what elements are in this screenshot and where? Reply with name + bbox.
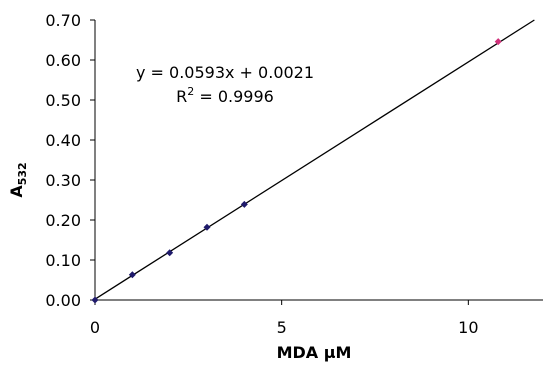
data-points — [91, 38, 502, 304]
y-tick-label: 0.00 — [45, 291, 81, 310]
trendline — [94, 19, 535, 300]
data-point — [91, 296, 99, 304]
data-point — [166, 249, 174, 257]
data-point — [203, 223, 211, 231]
y-axis-title: A532 — [7, 162, 29, 197]
x-axis-ticks: 0 5 10 — [90, 300, 479, 337]
y-tick-label: 0.50 — [45, 91, 81, 110]
x-axis-title: MDA µM — [277, 343, 352, 362]
trendline-equation: y = 0.0593x + 0.0021 — [136, 63, 314, 82]
data-point — [240, 200, 248, 208]
y-tick-label: 0.30 — [45, 171, 81, 190]
axes — [94, 20, 543, 301]
y-tick-label: 0.20 — [45, 211, 81, 230]
y-tick-label: 0.10 — [45, 251, 81, 270]
data-point — [494, 38, 502, 46]
y-tick-label: 0.60 — [45, 51, 81, 70]
x-tick-label: 5 — [277, 318, 287, 337]
x-tick-label: 10 — [458, 318, 478, 337]
y-tick-label: 0.70 — [45, 11, 81, 30]
x-tick-label: 0 — [90, 318, 100, 337]
r-squared-label: R2 = 0.9996 — [176, 85, 274, 106]
y-tick-label: 0.40 — [45, 131, 81, 150]
data-point — [128, 271, 136, 279]
y-axis-ticks: 0.00 0.10 0.20 0.30 0.40 0.50 0.60 0.70 — [45, 11, 95, 310]
